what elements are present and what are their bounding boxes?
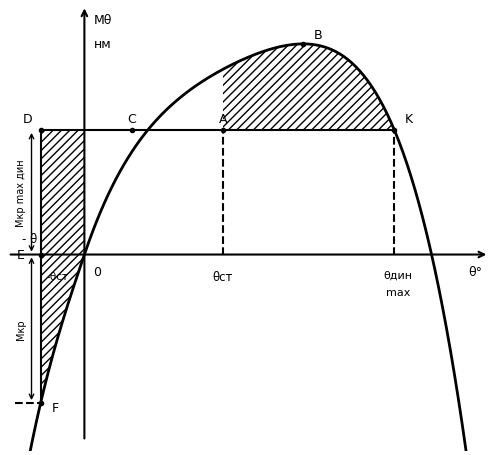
Text: θдин: θдин — [384, 270, 413, 280]
Text: K: K — [405, 112, 413, 125]
Text: A: A — [219, 112, 227, 125]
Text: -θст: -θст — [46, 272, 68, 282]
Text: 0: 0 — [93, 266, 101, 279]
Text: B: B — [314, 29, 322, 42]
Text: max: max — [386, 287, 410, 297]
Text: Mθ: Mθ — [93, 14, 112, 27]
Text: нм: нм — [93, 38, 111, 51]
Text: E: E — [16, 248, 24, 262]
Text: θ°: θ° — [468, 266, 482, 279]
Text: Мкр max дин: Мкр max дин — [16, 159, 26, 227]
Text: C: C — [127, 112, 136, 125]
Text: θст: θст — [213, 270, 233, 283]
Text: Мкр: Мкр — [16, 319, 26, 339]
Text: - θ: - θ — [22, 233, 37, 245]
Text: F: F — [52, 401, 59, 415]
Text: D: D — [23, 112, 33, 125]
